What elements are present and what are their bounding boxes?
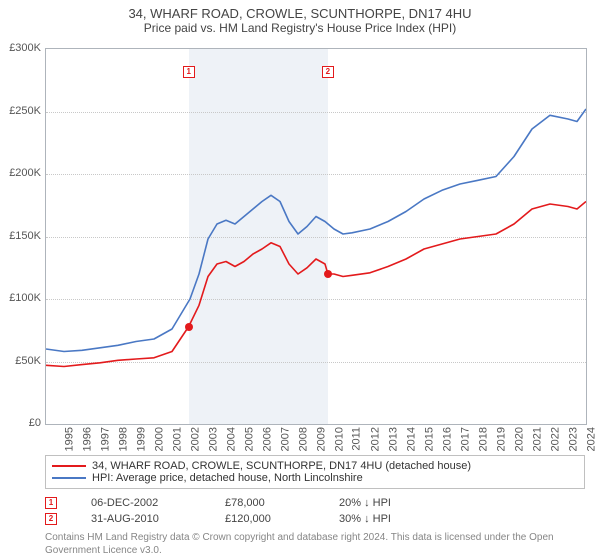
event-delta: 30% ↓ HPI bbox=[339, 513, 585, 525]
x-tick-label: 2017 bbox=[459, 427, 471, 451]
y-tick-label: £150K bbox=[9, 230, 45, 242]
event-delta: 20% ↓ HPI bbox=[339, 497, 585, 509]
x-tick-label: 2009 bbox=[315, 427, 327, 451]
chart-area: 12£0£50K£100K£150K£200K£250K£300K1995199… bbox=[45, 48, 585, 423]
event-index-box: 1 bbox=[45, 497, 57, 509]
x-tick-label: 2022 bbox=[549, 427, 561, 451]
x-tick-label: 2008 bbox=[297, 427, 309, 451]
legend-label: 34, WHARF ROAD, CROWLE, SCUNTHORPE, DN17… bbox=[92, 460, 471, 472]
x-tick-label: 2005 bbox=[243, 427, 255, 451]
transaction-row: 1 06-DEC-2002 £78,000 20% ↓ HPI bbox=[45, 495, 585, 511]
event-price: £120,000 bbox=[225, 513, 305, 525]
x-tick-label: 2014 bbox=[405, 427, 417, 451]
x-tick-label: 2016 bbox=[441, 427, 453, 451]
x-tick-label: 1998 bbox=[117, 427, 129, 451]
event-index-box: 2 bbox=[45, 513, 57, 525]
x-tick-label: 2021 bbox=[531, 427, 543, 451]
chart-title: 34, WHARF ROAD, CROWLE, SCUNTHORPE, DN17… bbox=[0, 6, 600, 21]
x-tick-label: 2010 bbox=[333, 427, 345, 451]
x-tick-label: 2015 bbox=[423, 427, 435, 451]
x-tick-label: 2023 bbox=[567, 427, 579, 451]
event-marker-dot bbox=[185, 323, 193, 331]
y-tick-label: £100K bbox=[9, 292, 45, 304]
x-tick-label: 2000 bbox=[153, 427, 165, 451]
y-tick-label: £200K bbox=[9, 167, 45, 179]
event-marker-box: 2 bbox=[322, 66, 334, 78]
x-tick-label: 2002 bbox=[189, 427, 201, 451]
chart-titles: 34, WHARF ROAD, CROWLE, SCUNTHORPE, DN17… bbox=[0, 6, 600, 35]
y-tick-label: £0 bbox=[29, 417, 45, 429]
legend: 34, WHARF ROAD, CROWLE, SCUNTHORPE, DN17… bbox=[45, 455, 585, 489]
event-date: 31-AUG-2010 bbox=[91, 513, 191, 525]
y-tick-label: £250K bbox=[9, 105, 45, 117]
legend-item: 34, WHARF ROAD, CROWLE, SCUNTHORPE, DN17… bbox=[52, 460, 578, 472]
legend-item: HPI: Average price, detached house, Nort… bbox=[52, 472, 578, 484]
x-tick-label: 2013 bbox=[387, 427, 399, 451]
x-tick-label: 2018 bbox=[477, 427, 489, 451]
x-tick-label: 2012 bbox=[369, 427, 381, 451]
x-tick-label: 2003 bbox=[207, 427, 219, 451]
legend-label: HPI: Average price, detached house, Nort… bbox=[92, 472, 363, 484]
x-tick-label: 2001 bbox=[171, 427, 183, 451]
plot-area: 12 bbox=[45, 48, 587, 425]
chart-subtitle: Price paid vs. HM Land Registry's House … bbox=[0, 21, 600, 35]
x-tick-label: 1995 bbox=[63, 427, 75, 451]
chart-lines bbox=[46, 49, 586, 424]
x-tick-label: 2007 bbox=[279, 427, 291, 451]
x-tick-label: 1996 bbox=[81, 427, 93, 451]
x-tick-label: 2006 bbox=[261, 427, 273, 451]
series-property bbox=[46, 202, 586, 367]
x-tick-label: 2011 bbox=[351, 427, 363, 451]
footer-licence: Contains HM Land Registry data © Crown c… bbox=[45, 532, 585, 557]
x-tick-label: 2024 bbox=[585, 427, 597, 451]
legend-swatch bbox=[52, 465, 86, 467]
y-tick-label: £300K bbox=[9, 42, 45, 54]
event-price: £78,000 bbox=[225, 497, 305, 509]
event-marker-dot bbox=[324, 270, 332, 278]
x-tick-label: 2019 bbox=[495, 427, 507, 451]
x-tick-label: 2004 bbox=[225, 427, 237, 451]
event-date: 06-DEC-2002 bbox=[91, 497, 191, 509]
y-tick-label: £50K bbox=[15, 355, 45, 367]
x-tick-label: 1997 bbox=[99, 427, 111, 451]
event-marker-box: 1 bbox=[183, 66, 195, 78]
x-tick-label: 2020 bbox=[513, 427, 525, 451]
x-tick-label: 1999 bbox=[135, 427, 147, 451]
transaction-row: 2 31-AUG-2010 £120,000 30% ↓ HPI bbox=[45, 511, 585, 527]
series-hpi bbox=[46, 109, 586, 352]
legend-swatch bbox=[52, 477, 86, 479]
transaction-list: 1 06-DEC-2002 £78,000 20% ↓ HPI 2 31-AUG-2010… bbox=[45, 495, 585, 527]
